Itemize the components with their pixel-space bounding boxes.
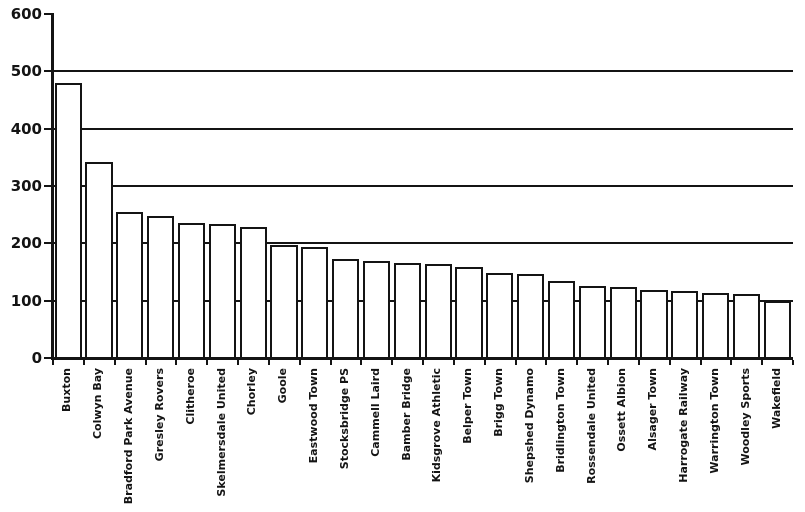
y-tick-label: 200: [10, 234, 42, 253]
gridline: [53, 70, 793, 73]
x-category-label: Buxton: [60, 368, 74, 412]
x-axis-tick: [82, 360, 85, 365]
bar: [609, 287, 637, 358]
x-category-label: Wakefield: [769, 368, 783, 429]
x-axis-tick: [52, 360, 54, 365]
bar: [486, 273, 514, 358]
x-axis-tick: [792, 360, 794, 365]
x-axis-tick: [391, 360, 394, 365]
x-category-label: Brigg Town: [492, 368, 506, 437]
bar: [177, 223, 206, 358]
bar: [763, 301, 791, 358]
bar: [116, 212, 144, 358]
x-category-label: Shepshed Dynamo: [522, 368, 536, 484]
bar: [732, 294, 761, 358]
gridline: [53, 185, 793, 187]
x-axis-tick: [237, 360, 239, 365]
bar: [147, 216, 175, 358]
x-category-label: Clitheroe: [183, 368, 197, 425]
x-category-label: Skelmersdale United: [214, 368, 228, 497]
x-category-label: Chorley: [245, 368, 259, 416]
x-category-label: Goole: [276, 368, 290, 404]
x-axis-tick: [730, 360, 733, 365]
x-axis-tick: [175, 360, 178, 365]
gridline: [53, 242, 793, 245]
x-axis-tick: [452, 360, 455, 365]
y-tick-label: 0: [31, 349, 42, 367]
x-axis-tick: [576, 360, 579, 365]
bar: [578, 286, 606, 358]
bar: [208, 224, 236, 358]
x-axis-tick: [206, 360, 209, 365]
bar: [393, 263, 421, 358]
bar: [424, 264, 452, 358]
x-axis-tick: [514, 360, 517, 365]
x-axis-tick: [360, 360, 363, 365]
x-axis-tick: [761, 360, 764, 365]
x-category-label: Bridlington Town: [553, 368, 567, 473]
x-category-label: Eastwood Town: [307, 368, 321, 464]
bar: [640, 290, 668, 358]
bar: [85, 162, 113, 358]
x-category-label: Warrington Town: [707, 368, 721, 474]
x-category-label: Colwyn Bay: [91, 368, 105, 440]
gridline: [53, 299, 793, 302]
bar: [301, 247, 329, 358]
bar: [332, 259, 360, 358]
x-axis-tick: [113, 360, 116, 365]
y-axis-tick: [44, 70, 51, 73]
bar: [517, 274, 545, 358]
x-axis-line: [51, 357, 793, 360]
x-axis-tick: [668, 360, 671, 365]
y-axis-tick: [44, 185, 51, 187]
y-axis-tick: [44, 357, 51, 359]
bar: [671, 291, 699, 358]
x-axis-tick: [699, 360, 702, 365]
x-axis-tick: [329, 360, 332, 365]
x-axis-tick: [545, 360, 548, 365]
y-tick-label: 300: [10, 177, 42, 195]
bar: [54, 83, 82, 358]
gridline: [53, 127, 793, 130]
bar: [362, 261, 391, 358]
x-category-label: Ossett Albion: [615, 368, 629, 452]
x-category-label: Cammell Laird: [368, 368, 382, 457]
bar: [239, 227, 267, 358]
x-category-label: Bamber Bridge: [399, 368, 413, 461]
y-axis-line: [51, 13, 54, 360]
y-tick-label: 500: [10, 62, 42, 81]
x-axis-tick: [267, 360, 270, 365]
y-axis-tick: [44, 127, 51, 130]
y-axis-tick: [44, 242, 51, 245]
x-axis-tick: [144, 360, 147, 365]
x-category-label: Stocksbridge PS: [337, 368, 351, 470]
x-category-label: Gresley Rovers: [152, 368, 166, 462]
bar: [702, 293, 730, 358]
x-category-label: Woodley Sports: [738, 368, 752, 466]
x-axis-tick: [483, 360, 486, 365]
y-axis-tick: [44, 299, 51, 302]
y-tick-label: 600: [10, 5, 42, 23]
x-category-label: Rossendale United: [584, 368, 598, 484]
bar: [455, 267, 483, 358]
x-category-label: Harrogate Railway: [677, 368, 691, 483]
x-axis-tick: [298, 360, 301, 365]
x-axis-tick: [607, 360, 609, 365]
x-category-label: Belper Town: [461, 368, 475, 444]
bar: [270, 245, 298, 358]
x-category-label: Kidsgrove Athletic: [430, 368, 444, 483]
y-tick-label: 100: [10, 291, 42, 310]
y-axis-tick: [44, 13, 51, 15]
x-category-label: Bradford Park Avenue: [122, 368, 136, 505]
bar: [547, 281, 576, 358]
x-axis-tick: [637, 360, 640, 365]
x-category-label: Alsager Town: [646, 368, 660, 451]
y-tick-label: 400: [10, 119, 42, 138]
x-axis-tick: [422, 360, 424, 365]
